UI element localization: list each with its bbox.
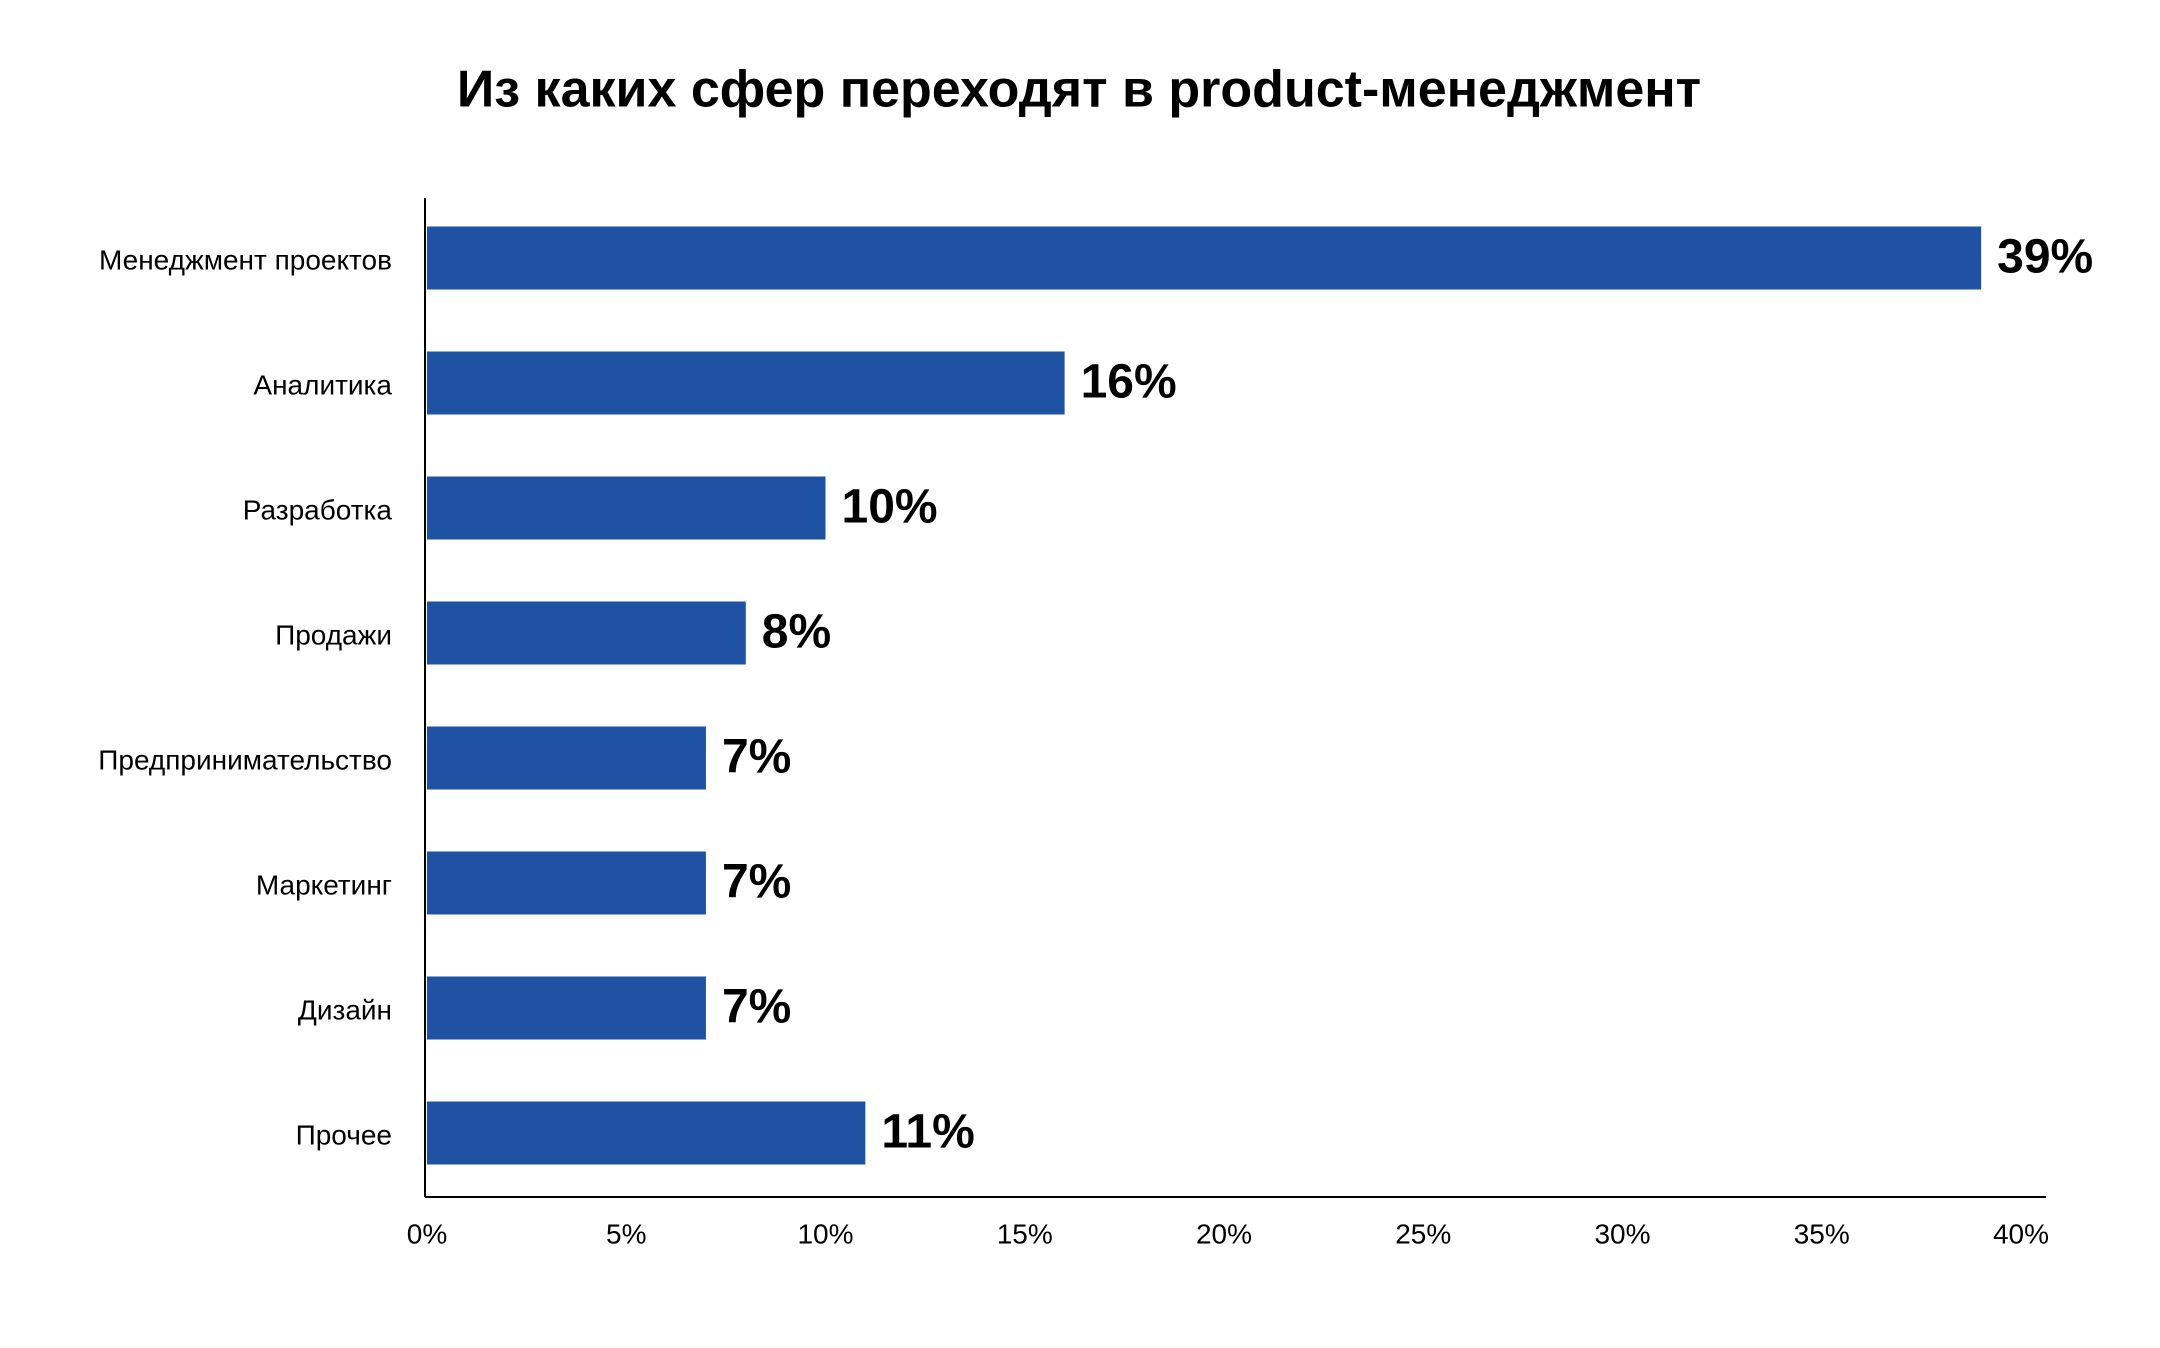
- category-label: Разработка: [243, 494, 393, 525]
- x-tick-label: 5%: [606, 1218, 646, 1249]
- x-tick-label: 20%: [1196, 1218, 1252, 1249]
- x-tick-label: 30%: [1594, 1218, 1650, 1249]
- value-label: 7%: [722, 981, 791, 1034]
- bar: [427, 1101, 866, 1165]
- x-tick-label: 15%: [997, 1218, 1053, 1249]
- value-label: 7%: [722, 856, 791, 909]
- category-label: Предпринимательство: [98, 744, 392, 775]
- value-label: 8%: [762, 606, 831, 659]
- value-label: 39%: [1997, 231, 2093, 284]
- category-label: Аналитика: [253, 369, 392, 400]
- value-label: 10%: [842, 481, 938, 534]
- x-tick-label: 10%: [797, 1218, 853, 1249]
- category-label: Маркетинг: [256, 869, 392, 900]
- category-label: Прочее: [296, 1119, 392, 1150]
- bar: [427, 726, 706, 790]
- value-label: 11%: [881, 1106, 974, 1159]
- category-label: Менеджмент проектов: [99, 244, 392, 275]
- chart-title: Из каких сфер переходят в product-менедж…: [457, 61, 1701, 119]
- x-tick-label: 0%: [407, 1218, 447, 1249]
- x-tick-label: 25%: [1395, 1218, 1451, 1249]
- category-label: Продажи: [275, 619, 392, 650]
- bar: [427, 351, 1065, 415]
- bar: [427, 476, 826, 540]
- bar: [427, 851, 706, 915]
- bar: [427, 601, 746, 665]
- value-label: 16%: [1081, 356, 1177, 409]
- bar: [427, 976, 706, 1040]
- x-tick-label: 35%: [1794, 1218, 1850, 1249]
- x-tick-label: 40%: [1993, 1218, 2049, 1249]
- category-label: Дизайн: [298, 994, 392, 1025]
- bar: [427, 226, 1982, 290]
- value-label: 7%: [722, 731, 791, 784]
